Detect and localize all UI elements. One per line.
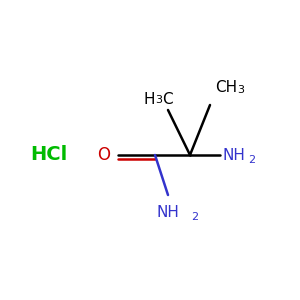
Text: NH: NH bbox=[157, 205, 179, 220]
Text: H: H bbox=[143, 92, 155, 107]
Text: NH: NH bbox=[222, 148, 245, 163]
Text: 2: 2 bbox=[191, 212, 198, 222]
Text: 2: 2 bbox=[248, 155, 255, 165]
Text: CH: CH bbox=[215, 80, 237, 95]
Text: O: O bbox=[97, 146, 110, 164]
Text: HCl: HCl bbox=[30, 146, 67, 164]
Text: 3: 3 bbox=[237, 85, 244, 95]
Text: C: C bbox=[162, 92, 172, 107]
Text: 3: 3 bbox=[155, 95, 162, 105]
